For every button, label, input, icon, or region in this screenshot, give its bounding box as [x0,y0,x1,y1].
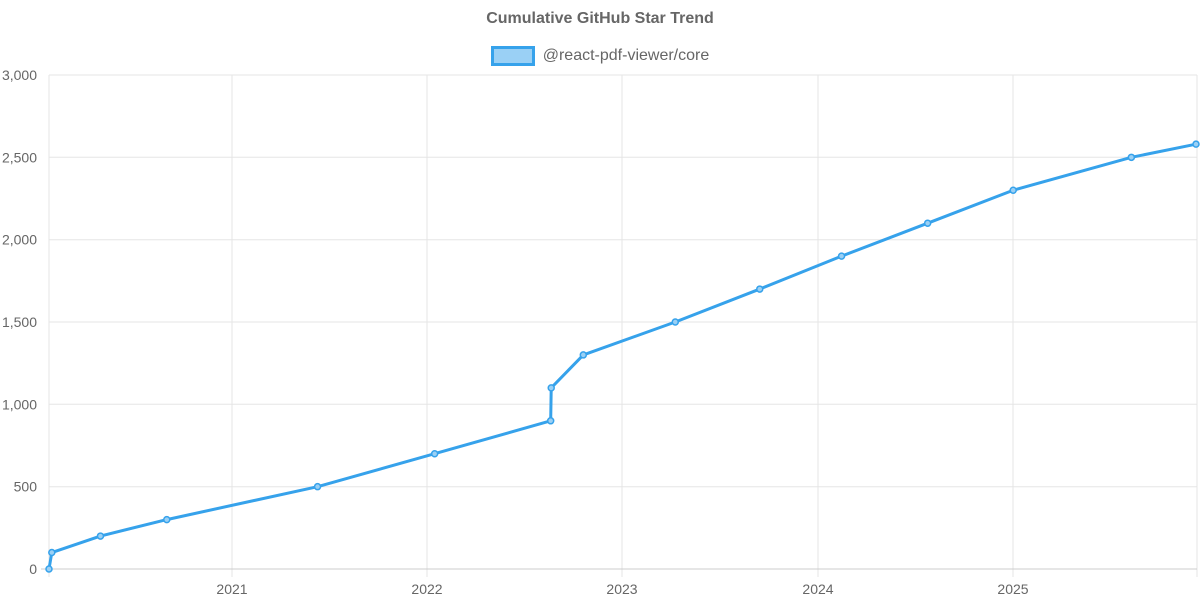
data-point[interactable] [671,318,680,326]
data-point[interactable] [923,219,932,227]
y-axis-ticks: 0 500 1,000 1,500 2,000 2,500 3,000 [2,67,37,577]
data-point[interactable] [837,252,846,260]
y-tick-label: 1,500 [2,314,37,330]
data-point[interactable] [1009,186,1017,195]
series-line [47,142,1197,570]
legend-swatch-icon[interactable] [490,46,535,66]
series-points [45,140,1200,573]
x-tick-label: 2021 [216,581,247,597]
y-tick-label: 500 [14,479,38,495]
x-tick-label: 2025 [997,581,1028,597]
data-point[interactable] [546,417,555,425]
x-tick-label: 2022 [411,581,442,597]
x-axis-ticks: 2021 2022 2023 2024 2025 [216,581,1028,597]
y-tick-label: 2,000 [2,232,37,248]
x-tick-label: 2023 [606,581,637,597]
data-point[interactable] [45,565,53,573]
data-point[interactable] [313,482,322,491]
data-point[interactable] [756,285,764,293]
data-point[interactable] [163,515,171,524]
legend-label[interactable]: @react-pdf-viewer/core [542,47,710,64]
legend[interactable]: @react-pdf-viewer/core [0,46,1200,66]
data-point[interactable] [579,351,588,359]
y-tick-label: 0 [29,561,37,577]
gridlines [48,74,1198,577]
data-point[interactable] [96,532,105,540]
y-tick-label: 1,000 [2,396,37,412]
y-tick-label: 3,000 [2,67,37,83]
data-point[interactable] [430,449,439,458]
data-point[interactable] [547,384,555,392]
x-tick-label: 2024 [802,581,833,597]
y-tick-label: 2,500 [2,149,37,165]
chart-title: Cumulative GitHub Star Trend [486,10,714,27]
data-point[interactable] [1192,140,1200,148]
data-point[interactable] [48,548,56,557]
data-point[interactable] [1127,153,1136,162]
